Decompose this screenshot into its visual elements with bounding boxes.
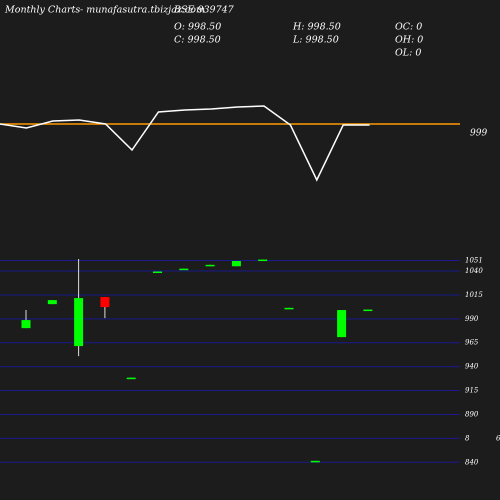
open-stat: O: 998.50 — [174, 22, 221, 33]
candle-body — [21, 320, 31, 329]
candle-body — [126, 377, 136, 380]
y-tick-label: 915 — [465, 387, 479, 395]
candle-body — [310, 460, 320, 463]
close-stat: C: 998.50 — [174, 35, 221, 46]
candle-body — [258, 259, 268, 262]
ol-stat: OL: 0 — [395, 48, 421, 59]
candle-body — [363, 309, 373, 312]
y-tick-label: 890 — [465, 410, 479, 418]
candle-body — [284, 307, 294, 310]
high-stat: H: 998.50 — [292, 22, 341, 33]
candle-body — [100, 297, 110, 308]
indicator-line — [0, 105, 370, 182]
candle-body — [205, 264, 215, 267]
y-tick-label: 1040 — [465, 267, 483, 275]
candle-body — [231, 260, 241, 267]
symbol: BSE 939747 — [173, 5, 235, 16]
y-tick-label: 1015 — [465, 291, 483, 299]
candle-body — [337, 310, 347, 338]
reference-label: 999 — [470, 129, 487, 139]
candle-body — [179, 268, 189, 271]
y-tick-label: 8 — [465, 434, 470, 442]
candle-body — [74, 298, 84, 347]
chart-label: Monthly Charts — [4, 5, 80, 16]
y-tick-label: 990 — [465, 315, 479, 323]
y-tick-label: 1051 — [465, 257, 483, 265]
low-stat: L: 998.50 — [292, 35, 339, 46]
y-tick-label: 940 — [465, 363, 479, 371]
oc-stat: OC: 0 — [395, 22, 422, 33]
annotation: 6 — [496, 434, 500, 442]
candle-body — [47, 300, 57, 305]
site-name: - munafasutra.tbizjaz.com — [80, 5, 205, 16]
y-tick-label: 840 — [465, 458, 479, 466]
candle-body — [153, 271, 162, 274]
y-tick-label: 965 — [465, 339, 479, 347]
oh-stat: OH: 0 — [395, 35, 423, 46]
